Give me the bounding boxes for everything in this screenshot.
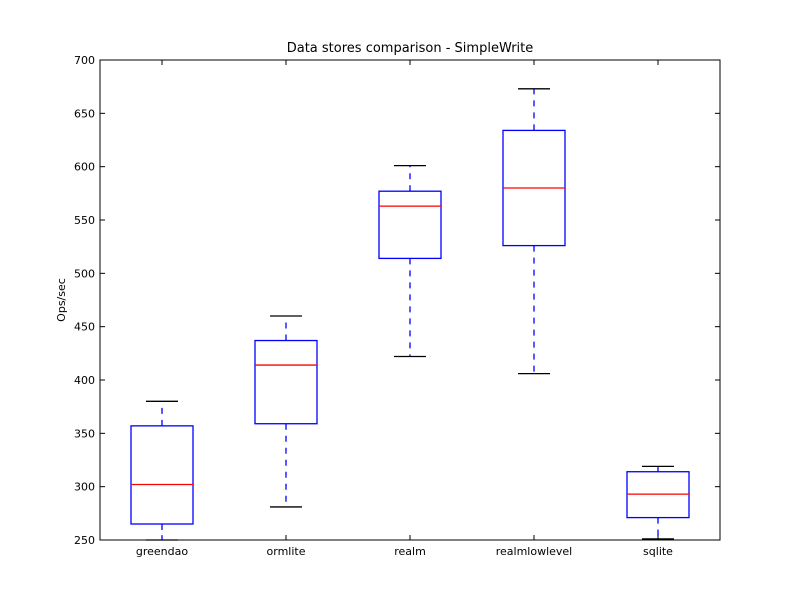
x-tick-label: realmlowlevel [496, 545, 573, 558]
box-greendao [130, 425, 194, 525]
y-axis-label: Ops/sec [55, 278, 68, 322]
y-tick-label: 450 [74, 321, 95, 334]
y-tick-label: 700 [74, 54, 95, 67]
y-tick-label: 400 [74, 374, 95, 387]
box-ormlite [254, 339, 318, 425]
x-tick-label: ormlite [267, 545, 306, 558]
y-tick-label: 250 [74, 534, 95, 547]
x-tick-label: greendao [136, 545, 188, 558]
y-tick-label: 650 [74, 107, 95, 120]
plot-area: 250 300 350 400 450 500 550 600 650 700 greendao or… [74, 54, 721, 558]
box-realm [378, 190, 442, 260]
x-tick-label: realm [394, 545, 426, 558]
y-tick-label: 350 [74, 427, 95, 440]
y-tick-label: 500 [74, 267, 95, 280]
y-tick-label: 300 [74, 481, 95, 494]
y-tick-label: 600 [74, 161, 95, 174]
x-tick-label: sqlite [643, 545, 673, 558]
y-tick-label: 550 [74, 214, 95, 227]
chart-title: Data stores comparison - SimpleWrite [287, 41, 534, 56]
